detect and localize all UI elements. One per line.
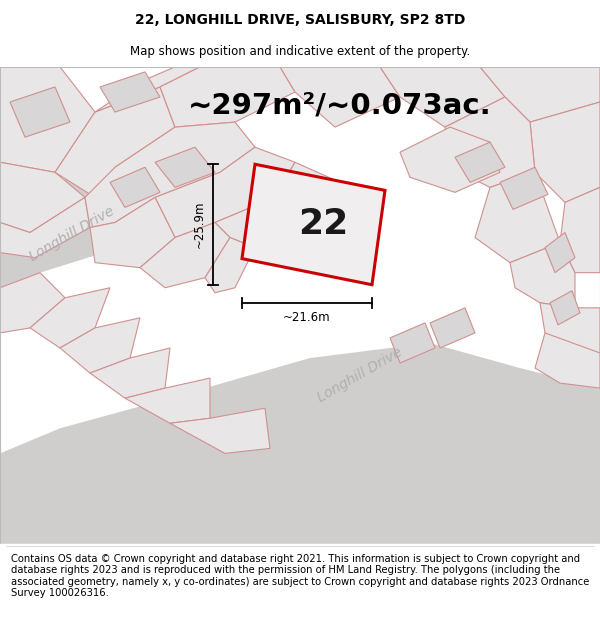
Text: ~297m²/~0.073ac.: ~297m²/~0.073ac. bbox=[188, 91, 492, 119]
Polygon shape bbox=[0, 67, 95, 173]
Text: Map shows position and indicative extent of the property.: Map shows position and indicative extent… bbox=[130, 46, 470, 59]
Polygon shape bbox=[55, 87, 175, 198]
Polygon shape bbox=[475, 173, 560, 262]
Text: Longhill Drive: Longhill Drive bbox=[315, 345, 405, 405]
Polygon shape bbox=[215, 162, 340, 248]
Polygon shape bbox=[100, 72, 160, 112]
Polygon shape bbox=[400, 127, 500, 192]
Polygon shape bbox=[242, 164, 385, 285]
Polygon shape bbox=[430, 308, 475, 348]
Text: ~25.9m: ~25.9m bbox=[193, 201, 205, 248]
Polygon shape bbox=[110, 168, 160, 208]
Text: 22: 22 bbox=[298, 208, 349, 241]
Polygon shape bbox=[390, 323, 435, 363]
Polygon shape bbox=[550, 291, 580, 325]
Polygon shape bbox=[60, 318, 140, 373]
Polygon shape bbox=[0, 152, 230, 288]
Text: Longhill Drive: Longhill Drive bbox=[27, 204, 117, 264]
Polygon shape bbox=[10, 87, 70, 137]
Polygon shape bbox=[0, 198, 90, 258]
Text: ~21.6m: ~21.6m bbox=[283, 311, 331, 324]
Polygon shape bbox=[445, 97, 535, 188]
Polygon shape bbox=[0, 272, 65, 363]
Polygon shape bbox=[30, 288, 110, 348]
Polygon shape bbox=[560, 188, 600, 272]
Polygon shape bbox=[95, 67, 200, 112]
Polygon shape bbox=[510, 242, 575, 308]
Polygon shape bbox=[380, 67, 505, 127]
Text: 22, LONGHILL DRIVE, SALISBURY, SP2 8TD: 22, LONGHILL DRIVE, SALISBURY, SP2 8TD bbox=[135, 13, 465, 28]
Polygon shape bbox=[85, 122, 255, 228]
Polygon shape bbox=[160, 67, 295, 127]
Polygon shape bbox=[90, 198, 175, 268]
Polygon shape bbox=[455, 142, 505, 182]
Polygon shape bbox=[0, 162, 85, 232]
Polygon shape bbox=[155, 148, 295, 238]
Polygon shape bbox=[545, 232, 575, 272]
Polygon shape bbox=[280, 67, 400, 127]
Polygon shape bbox=[90, 348, 170, 398]
Polygon shape bbox=[140, 222, 230, 288]
Polygon shape bbox=[125, 378, 210, 423]
Polygon shape bbox=[500, 168, 548, 209]
Polygon shape bbox=[535, 333, 600, 388]
Polygon shape bbox=[540, 302, 600, 353]
Polygon shape bbox=[0, 343, 600, 544]
Polygon shape bbox=[170, 408, 270, 453]
Polygon shape bbox=[155, 148, 215, 188]
Text: Contains OS data © Crown copyright and database right 2021. This information is : Contains OS data © Crown copyright and d… bbox=[11, 554, 589, 598]
Polygon shape bbox=[530, 102, 600, 202]
Polygon shape bbox=[480, 67, 600, 122]
Polygon shape bbox=[205, 238, 255, 292]
